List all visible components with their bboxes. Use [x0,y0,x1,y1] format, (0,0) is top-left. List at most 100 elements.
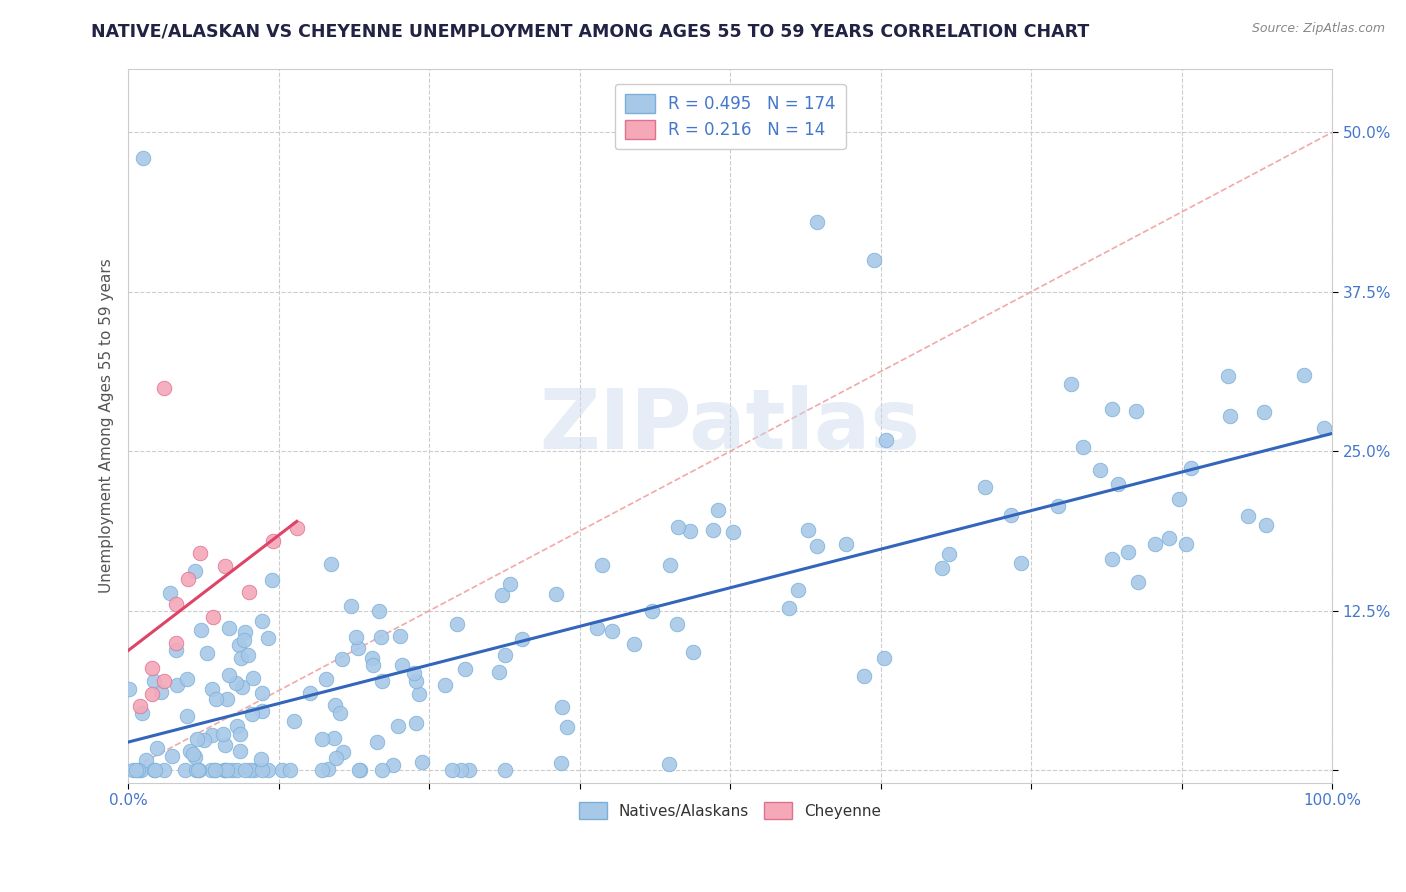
Point [215,764,238,778]
Point [623,637,645,651]
Point [329,706,352,720]
Legend: Natives/Alaskans, Cheyenne: Natives/Alaskans, Cheyenne [574,796,887,825]
Point [228,638,250,652]
Point [143,673,166,688]
Point [166,678,188,692]
Point [323,698,346,712]
Point [340,599,363,613]
Point [408,687,430,701]
Point [723,524,745,539]
Point [585,621,607,635]
Point [682,645,704,659]
Point [322,731,344,745]
Point [204,764,226,778]
Point [349,764,371,778]
Point [149,684,172,698]
Point [1219,409,1241,424]
Point [193,733,215,747]
Point [142,764,165,778]
Point [411,755,433,769]
Point [389,629,412,643]
Point [1125,404,1147,418]
Point [315,672,337,686]
Point [931,560,953,574]
Point [387,719,409,733]
Point [200,764,222,778]
Point [852,669,875,683]
Point [550,756,572,770]
Point [1168,492,1191,507]
Point [1088,463,1111,477]
Text: NATIVE/ALASKAN VS CHEYENNE UNEMPLOYMENT AMONG AGES 55 TO 59 YEARS CORRELATION CH: NATIVE/ALASKAN VS CHEYENNE UNEMPLOYMENT … [91,22,1090,40]
Point [488,665,510,679]
Point [232,633,254,648]
Point [796,523,818,537]
Point [512,632,534,647]
Point [141,687,163,701]
Point [135,754,157,768]
Point [184,750,207,764]
Point [1000,508,1022,523]
Point [544,587,567,601]
Point [666,520,689,534]
Point [366,735,388,749]
Point [702,523,724,537]
Point [125,764,148,778]
Point [600,624,623,638]
Point [381,758,404,772]
Point [176,709,198,723]
Point [499,577,522,591]
Point [201,610,224,624]
Point [450,764,472,778]
Point [370,630,392,644]
Point [1071,441,1094,455]
Point [778,600,800,615]
Point [252,685,274,699]
Point [806,214,828,228]
Point [250,752,273,766]
Point [283,714,305,728]
Point [491,588,513,602]
Point [458,764,481,778]
Point [186,731,208,746]
Point [325,751,347,765]
Point [974,480,997,494]
Point [346,641,368,656]
Point [187,764,209,778]
Point [361,657,384,672]
Point [173,764,195,778]
Point [1312,421,1334,435]
Point [316,763,339,777]
Point [250,704,273,718]
Point [176,672,198,686]
Point [707,502,730,516]
Point [679,524,702,538]
Text: Source: ZipAtlas.com: Source: ZipAtlas.com [1251,22,1385,36]
Point [131,706,153,720]
Point [177,572,200,586]
Point [1010,556,1032,570]
Point [1060,377,1083,392]
Point [591,558,613,573]
Point [121,764,143,778]
Point [184,564,207,578]
Text: ZIPatlas: ZIPatlas [540,385,921,467]
Point [204,764,226,778]
Point [165,643,187,657]
Point [160,749,183,764]
Point [190,546,212,560]
Point [218,621,240,635]
Point [117,681,139,696]
Point [239,764,262,778]
Point [218,668,240,682]
Point [165,636,187,650]
Point [217,691,239,706]
Point [361,651,384,665]
Point [238,584,260,599]
Point [938,548,960,562]
Point [665,616,688,631]
Point [404,666,426,681]
Point [127,764,149,778]
Point [440,764,463,778]
Point [1128,575,1150,590]
